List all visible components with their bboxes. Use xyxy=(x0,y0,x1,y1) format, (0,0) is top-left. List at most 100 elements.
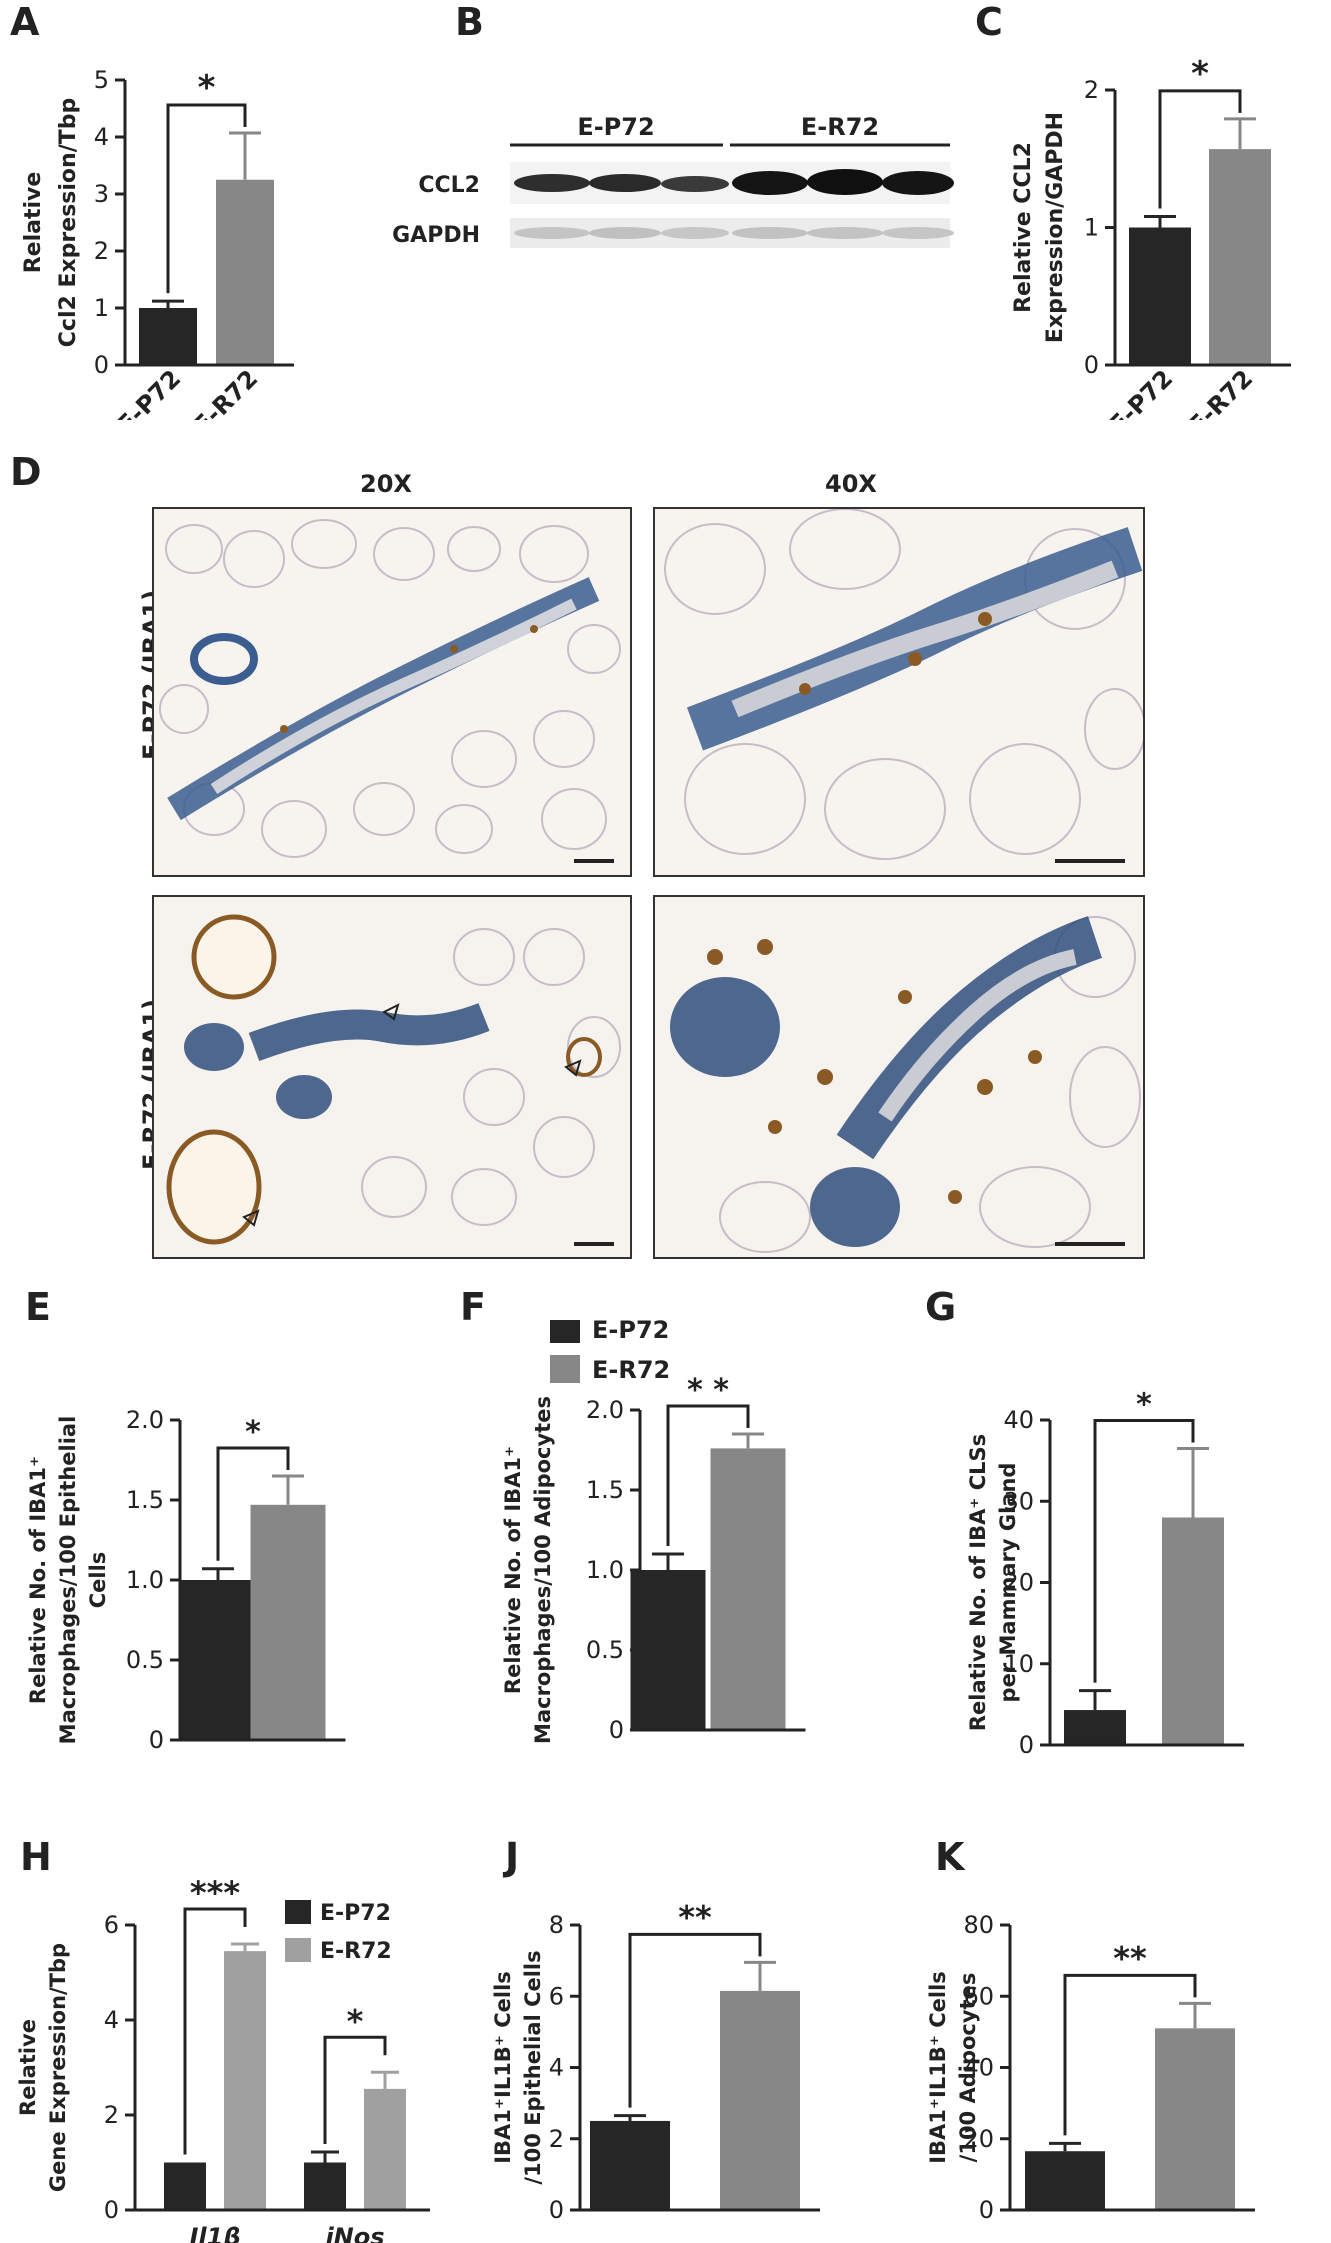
bar-h-ep72 xyxy=(164,2162,206,2210)
y-tick-label-c: 1 xyxy=(1084,214,1099,242)
y-axis-label-e: Cells xyxy=(86,1552,110,1609)
chart-e: 0 0.5 1.0 1.5 2.0 Relative No. of IBA1⁺ Macrop… xyxy=(26,1406,346,1754)
micrograph-ep72-40x xyxy=(653,507,1145,877)
y-tick-label-g: 30 xyxy=(1003,1487,1034,1515)
chart-f: 0 0.5 1.0 1.5 2.0 Relative No. of IBA1⁺ Macrop… xyxy=(501,1320,806,1744)
y-tick-label-k: 80 xyxy=(963,1911,994,1939)
y-tick-label-g: 40 xyxy=(1003,1406,1034,1434)
significance-bracket-j xyxy=(628,1932,762,2108)
gapdh-bands xyxy=(514,227,954,239)
bar-j-ep72 xyxy=(590,2120,670,2210)
y-axis-label-k: /100 Adipocytes xyxy=(956,1973,980,2163)
y-tick-label-j: 4 xyxy=(549,2054,564,2082)
panel-label-c: C xyxy=(975,0,1003,44)
chart-c: 0 1 2 Relative CCL2 Expression/GAPDH E-P72 E-R… xyxy=(1011,54,1291,420)
significance-bracket-e xyxy=(216,1446,290,1561)
y-tick-label-f: 2.0 xyxy=(586,1396,624,1424)
y-axis-label-g: per Mammary Gland xyxy=(996,1463,1020,1703)
panel-label-g: G xyxy=(925,1285,957,1329)
y-tick-label-a: 4 xyxy=(94,123,109,151)
y-tick-label-a: 0 xyxy=(94,351,109,379)
legend-label-f: E-R72 xyxy=(592,1356,670,1384)
y-axis-label-c: Relative CCL2 xyxy=(1011,142,1036,313)
y-tick-label-j: 2 xyxy=(549,2125,564,2153)
bar-a-ep72 xyxy=(139,308,197,365)
significance-marker-h: *** xyxy=(190,1880,240,1912)
panel-label-e: E xyxy=(25,1285,51,1329)
significance-marker-k: ** xyxy=(1113,1939,1147,1977)
y-axis-label-f: Macrophages/100 Adipocytes xyxy=(531,1396,555,1744)
panel-label-b: B xyxy=(455,0,484,44)
bar-g-er72 xyxy=(1162,1517,1224,1745)
y-tick-label-a: 3 xyxy=(94,180,109,208)
legend-swatch-f xyxy=(550,1355,580,1383)
y-tick-label-f: 1.5 xyxy=(586,1476,624,1504)
bar-h-ep72 xyxy=(304,2162,346,2210)
bar-f-er72 xyxy=(710,1448,786,1730)
y-tick-label-g: 20 xyxy=(1003,1569,1034,1597)
legend-swatch-f xyxy=(550,1320,580,1343)
y-tick-label-g: 10 xyxy=(1003,1650,1034,1678)
y-axis-label-a: Ccl2 Expression/Tbp xyxy=(56,98,81,347)
y-axis-label-j: /100 Epithelial Cells xyxy=(521,1950,545,2184)
y-axis-label-a: Relative xyxy=(21,172,46,274)
bar-c-ep72 xyxy=(1129,227,1191,365)
significance-bracket-a xyxy=(166,103,247,294)
bar-g-ep72 xyxy=(1064,1710,1126,1745)
legend-swatch-h xyxy=(285,1938,311,1962)
panel-label-a: A xyxy=(10,0,40,44)
x-tick-label-a: E-P72 xyxy=(112,364,186,420)
y-axis-label-e: Macrophages/100 Epithelial xyxy=(56,1416,80,1745)
y-tick-label-f: 1.0 xyxy=(586,1556,624,1584)
x-tick-label-c: E-R72 xyxy=(1183,364,1258,420)
significance-marker-c: * xyxy=(1191,54,1209,94)
micrograph-er72-20x xyxy=(152,895,632,1259)
bar-h-er72 xyxy=(364,2088,406,2210)
micrograph-er72-40x xyxy=(653,895,1145,1259)
significance-bracket-k xyxy=(1063,1973,1197,2136)
y-axis-label-h: Relative xyxy=(16,2019,40,2116)
y-tick-label-e: 0 xyxy=(149,1726,164,1754)
legend-label-h: E-R72 xyxy=(320,1939,392,1964)
western-blot: E-P72 E-R72 CCL2 GAPDH xyxy=(392,113,954,248)
ihc-col-header-40x: 40X xyxy=(825,470,877,498)
y-tick-label-k: 60 xyxy=(963,1982,994,2010)
y-axis-label-j: IBA1⁺IL1B⁺ Cells xyxy=(491,1971,515,2164)
y-tick-label-e: 2.0 xyxy=(126,1406,164,1434)
significance-marker-f: * * xyxy=(687,1373,729,1408)
y-axis-label-e: Relative No. of IBA1⁺ xyxy=(26,1456,50,1704)
y-tick-label-e: 1.0 xyxy=(126,1566,164,1594)
y-tick-label-c: 0 xyxy=(1084,351,1099,379)
bar-f-ep72 xyxy=(630,1570,706,1730)
y-tick-label-j: 6 xyxy=(549,1982,564,2010)
y-tick-label-a: 2 xyxy=(94,237,109,265)
blot-row-label-gapdh: GAPDH xyxy=(392,223,480,248)
significance-marker-h: * xyxy=(347,2002,364,2040)
panel-label-j: J xyxy=(505,1835,520,1879)
chart-h: 0 2 4 6 Relative Gene Expression/Tbp Il1β iNos *… xyxy=(16,1880,430,2243)
legend-swatch-h xyxy=(285,1900,311,1924)
chart-g: 0 10 20 30 40 Relative No. of IBA⁺ CLSs per Ma… xyxy=(966,1387,1244,1759)
y-tick-label-j: 8 xyxy=(549,1911,564,1939)
bar-j-er72 xyxy=(720,1990,800,2210)
y-tick-label-a: 5 xyxy=(94,66,109,94)
bar-k-ep72 xyxy=(1025,2151,1105,2210)
x-tick-label-c: E-P72 xyxy=(1104,364,1178,420)
y-tick-label-g: 0 xyxy=(1019,1731,1034,1759)
legend-label-f: E-P72 xyxy=(592,1320,669,1344)
y-axis-label-f: Relative No. of IBA1⁺ xyxy=(501,1446,525,1694)
y-tick-label-e: 1.5 xyxy=(126,1486,164,1514)
significance-bracket-h xyxy=(183,1907,247,2155)
blot-group-label-ep72: E-P72 xyxy=(577,113,654,141)
panel-label-f: F xyxy=(460,1285,486,1329)
significance-marker-g: * xyxy=(1136,1387,1152,1422)
bar-h-er72 xyxy=(224,1951,266,2210)
ccl2-bands xyxy=(514,169,954,195)
y-tick-label-h: 2 xyxy=(104,2101,119,2129)
bar-a-er72 xyxy=(216,179,274,365)
significance-marker-e: * xyxy=(245,1415,261,1450)
chart-a: 0 1 2 3 4 5 Relative Ccl2 Expression/Tbp E-P72 E-… xyxy=(21,66,294,420)
bar-e-ep72 xyxy=(180,1580,256,1740)
significance-bracket-c xyxy=(1158,89,1242,209)
x-tick-label-h: Il1β xyxy=(189,2223,240,2243)
